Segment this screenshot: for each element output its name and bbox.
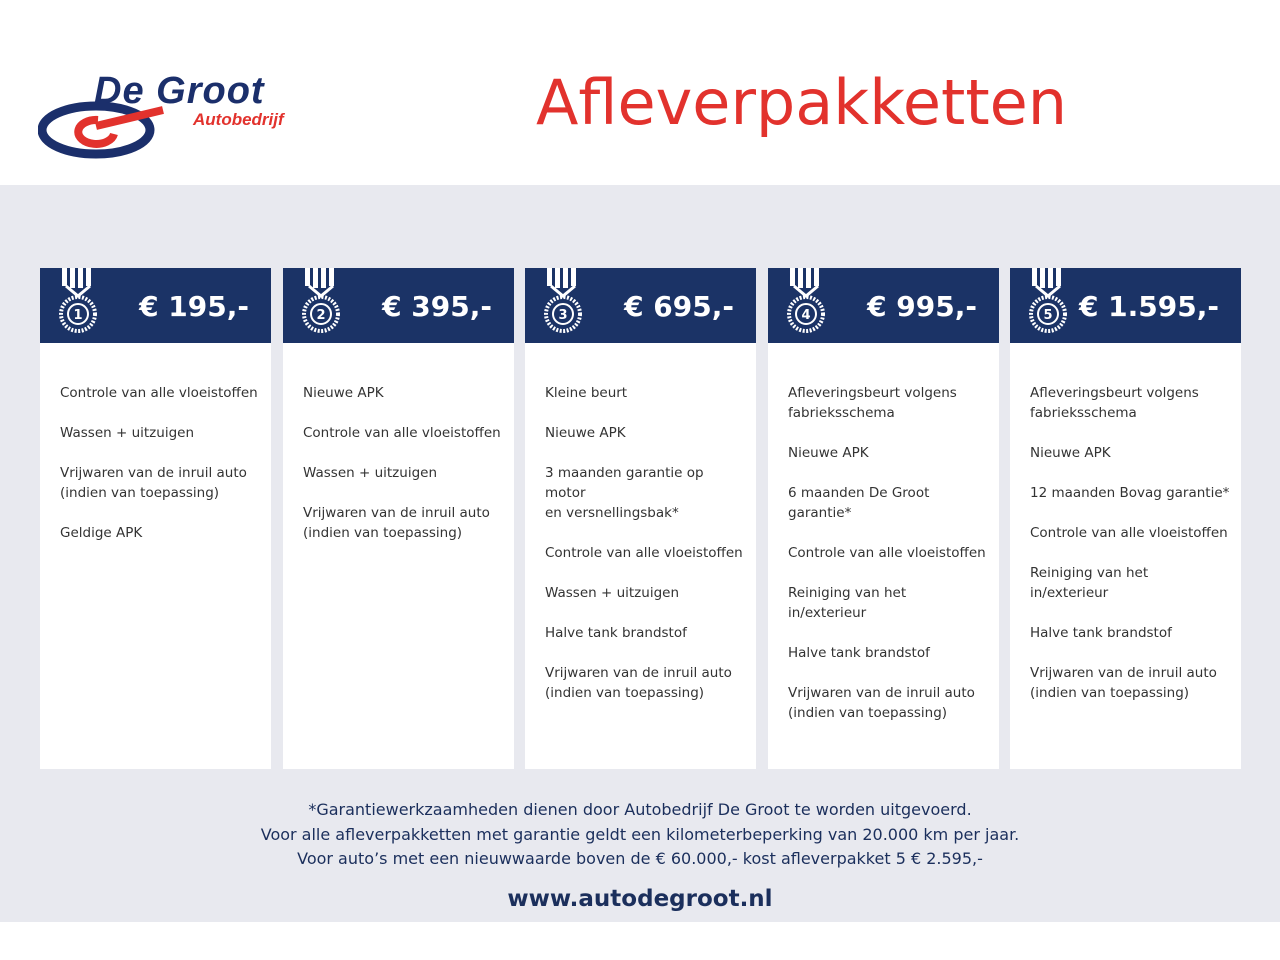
medal-icon: 5 [1029,268,1067,333]
package-price: € 995,- [867,290,977,323]
package-item: Controle van alle vloeistoffen [1030,525,1228,541]
package-item: Nieuwe APK [303,385,384,401]
package-header: 2 € 395,- [283,268,514,343]
package-item: Halve tank brandstof [545,625,687,641]
package-item: Afleveringsbeurt volgens fabrieksschema [1030,385,1199,421]
package-header: 3 € 695,- [525,268,756,343]
package-price: € 395,- [382,290,492,323]
package-item: Nieuwe APK [1030,445,1111,461]
package-price: € 695,- [624,290,734,323]
package-header: 1 € 195,- [40,268,271,343]
header: De Groot Autobedrijf Afleverpakketten [0,0,1280,185]
package-item: 6 maanden De Groot garantie* [788,485,930,521]
package-item: Kleine beurt [545,385,628,401]
package-card: 3 € 695,- Kleine beurt Nieuwe APK 3 maanden… [525,268,756,769]
package-header: 4 € 995,- [768,268,999,343]
package-number: 2 [316,308,325,323]
footnote-line: Voor auto’s met een nieuwwaarde boven de… [297,849,983,868]
package-items: Nieuwe APK Controle van alle vloeistoffen… [283,343,514,543]
package-item: Geldige APK [60,525,143,541]
package-item: 3 maanden garantie op motor en versnelli… [545,465,704,521]
package-items: Kleine beurt Nieuwe APK 3 maanden garantie… [525,343,756,703]
package-card: 2 € 395,- Nieuwe APK Controle van alle vlo… [283,268,514,769]
package-item: Halve tank brandstof [1030,625,1172,641]
package-item: Afleveringsbeurt volgens fabrieksschema [788,385,957,421]
package-items: Afleveringsbeurt volgens fabrieksschema N… [768,343,999,723]
package-item: Vrijwaren van de inruil auto (indien van… [545,665,732,701]
package-card: 5 € 1.595,- Afleveringsbeurt volgens fabr… [1010,268,1241,769]
package-item: Wassen + uitzuigen [303,465,438,481]
website-link[interactable]: www.autodegroot.nl [507,886,773,912]
package-items: Controle van alle vloeistoffen Wassen + u… [40,343,271,543]
package-item: Controle van alle vloeistoffen [788,545,986,561]
package-item: Controle van alle vloeistoffen [545,545,743,561]
package-number: 3 [558,308,567,323]
footnote: *Garantiewerkzaamheden dienen door Autob… [0,798,1280,872]
package-item: Reiniging van het in/exterieur [788,585,907,621]
package-item: Wassen + uitzuigen [60,425,195,441]
package-item: Nieuwe APK [545,425,626,441]
logo-swoosh-icon [38,101,164,159]
package-items: Afleveringsbeurt volgens fabrieksschema N… [1010,343,1241,703]
footnote-line: Voor alle afleverpakketten met garantie … [260,824,1020,844]
package-header: 5 € 1.595,- [1010,268,1241,343]
package-price: € 195,- [139,290,249,323]
package-item: Halve tank brandstof [788,645,930,661]
package-price: € 1.595,- [1078,290,1219,323]
logo-sub: Autobedrijf [193,110,284,129]
logo: De Groot Autobedrijf [38,70,298,165]
package-number: 5 [1043,308,1052,323]
package-item: Controle van alle vloeistoffen [60,385,258,401]
medal-icon: 1 [59,268,97,333]
package-item: Reiniging van het in/exterieur [1030,565,1149,601]
package-item: Vrijwaren van de inruil auto (indien van… [60,465,247,501]
package-card: 4 € 995,- Afleveringsbeurt volgens fabrie… [768,268,999,769]
medal-icon: 2 [302,268,340,333]
package-item: Vrijwaren van de inruil auto (indien van… [303,505,490,541]
package-item: Nieuwe APK [788,445,869,461]
medal-icon: 3 [544,268,582,333]
package-number: 1 [73,308,82,323]
page-title: Afleverpakketten [536,66,1068,139]
package-item: Wassen + uitzuigen [545,585,680,601]
package-item: Vrijwaren van de inruil auto (indien van… [788,685,975,721]
package-item: Controle van alle vloeistoffen [303,425,501,441]
logo-name: De Groot [94,70,265,112]
package-item: Vrijwaren van de inruil auto (indien van… [1030,665,1217,701]
package-card: 1 € 195,- Controle van alle vloeistoffen W… [40,268,271,769]
footnote-line: *Garantiewerkzaamheden dienen door Autob… [308,800,972,819]
package-number: 4 [801,308,810,323]
medal-icon: 4 [787,268,825,333]
package-item: 12 maanden Bovag garantie* [1030,485,1230,501]
